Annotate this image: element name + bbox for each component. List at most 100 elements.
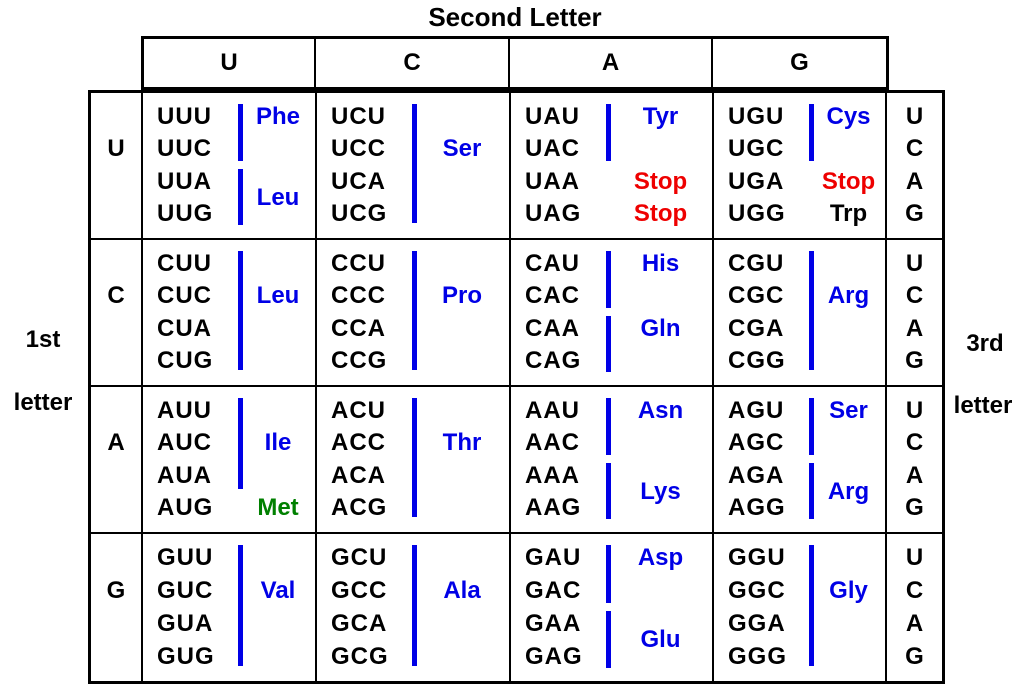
first-letter: A — [107, 429, 125, 457]
amino-acid-label: Asp — [637, 544, 684, 572]
first-letter-axis-label-2: letter — [13, 389, 73, 416]
codon-cell-cg: CGU CGC CGA CGG Arg — [714, 240, 887, 385]
codon: CGG — [728, 346, 786, 374]
third-letter: G — [905, 642, 924, 670]
amino-group-bar — [411, 398, 417, 517]
codon: CAU — [525, 250, 580, 278]
column-header-u: U — [144, 39, 316, 87]
third-letter-cell: U C A G — [887, 534, 942, 681]
codon: AUA — [157, 461, 212, 489]
amino-group-bar — [605, 398, 611, 455]
codon: GCG — [331, 642, 389, 670]
amino-acid-label: Leu — [256, 183, 300, 211]
table-row-a: A AUU AUC AUA AUG Ile Met ACU ACC ACA AC… — [91, 387, 942, 534]
amino-group-bar — [237, 251, 243, 370]
third-letter: A — [905, 167, 924, 195]
codon: ACU — [331, 397, 386, 425]
first-letter-cell: U — [91, 93, 143, 238]
codon-cell-ug: UGU UGC UGA UGG Cys Stop Trp — [714, 93, 887, 238]
codon: AUU — [157, 397, 212, 425]
codon-cell-cc: CCU CCC CCA CCG Pro — [317, 240, 511, 385]
codon: AAG — [525, 493, 582, 521]
codon: GUG — [157, 642, 215, 670]
third-letter: G — [905, 346, 924, 374]
codon: GAU — [525, 544, 582, 572]
amino-group-bar — [605, 610, 611, 668]
third-letter-axis-label: 3rd — [966, 330, 1004, 357]
codon: CCA — [331, 314, 386, 342]
codon: GGG — [728, 642, 788, 670]
third-letter: G — [905, 199, 924, 227]
codon-cell-ua: UAU UAC UAA UAG Tyr Stop Stop — [511, 93, 714, 238]
amino-acid-label: Lys — [640, 477, 681, 505]
third-letter: A — [905, 461, 924, 489]
amino-acid-label: Arg — [827, 477, 870, 505]
codon-cell-gg: GGU GGC GGA GGG Gly — [714, 534, 887, 681]
codon: CUA — [157, 314, 212, 342]
amino-acid-label: Ser — [829, 397, 868, 425]
table-row-c: C CUU CUC CUA CUG Leu CCU CCC CCA CCG Pr… — [91, 240, 942, 387]
amino-acid-label: Glu — [640, 626, 681, 654]
codon: AGU — [728, 397, 785, 425]
codon: AAA — [525, 461, 580, 489]
codon: CGC — [728, 282, 785, 310]
codon: UUU — [157, 103, 212, 131]
table-row-u: U UUU UUC UUA UUG Phe Leu UCU UCC UCA UC… — [91, 93, 942, 240]
third-letter: U — [905, 397, 924, 425]
amino-group-bar — [808, 462, 814, 519]
codon: GCA — [331, 609, 388, 637]
amino-group-bar — [411, 104, 417, 223]
amino-acid-label: Pro — [441, 282, 482, 310]
codon: UCU — [331, 103, 386, 131]
codon: UCG — [331, 199, 388, 227]
amino-group-bar — [411, 545, 417, 666]
third-letter: C — [905, 429, 924, 457]
amino-acid-label: Ile — [264, 429, 292, 457]
amino-group-bar — [605, 545, 611, 603]
column-header-c: C — [316, 39, 510, 87]
codon: CUU — [157, 250, 212, 278]
amino-acid-label: Ser — [442, 135, 482, 163]
codon: UGG — [728, 199, 786, 227]
codon: CGU — [728, 250, 785, 278]
first-letter: U — [107, 135, 125, 163]
first-letter-axis-label: 1st — [25, 326, 61, 353]
codon: GUC — [157, 577, 214, 605]
third-letter-cell: U C A G — [887, 387, 942, 532]
amino-acid-label: Phe — [255, 103, 300, 131]
amino-group-bar — [237, 168, 243, 225]
second-letter-title: Second Letter — [428, 2, 602, 32]
amino-acid-label: Trp — [829, 199, 868, 227]
codon: AGC — [728, 429, 785, 457]
codon-cell-ga: GAU GAC GAA GAG Asp Glu — [511, 534, 714, 681]
codon: UCA — [331, 167, 386, 195]
amino-group-bar — [808, 545, 814, 666]
codon-cell-uu: UUU UUC UUA UUG Phe Leu — [143, 93, 317, 238]
codon: ACG — [331, 493, 388, 521]
codon: GAC — [525, 577, 582, 605]
codon-cell-gc: GCU GCC GCA GCG Ala — [317, 534, 511, 681]
third-letter: C — [905, 135, 924, 163]
third-letter: U — [905, 544, 924, 572]
third-letter: U — [905, 103, 924, 131]
stop-label: Stop — [633, 167, 688, 195]
codon: GGC — [728, 577, 786, 605]
codon: GCC — [331, 577, 388, 605]
second-letter-header-row: U C A G — [141, 36, 889, 90]
codon-cell-au: AUU AUC AUA AUG Ile Met — [143, 387, 317, 532]
codon-grid: U UUU UUC UUA UUG Phe Leu UCU UCC UCA UC… — [88, 90, 945, 684]
amino-group-bar — [237, 398, 243, 489]
third-letter-cell: U C A G — [887, 93, 942, 238]
amino-group-bar — [808, 398, 814, 455]
codon: ACA — [331, 461, 386, 489]
amino-acid-label: Cys — [826, 103, 871, 131]
amino-acid-label: Val — [260, 577, 296, 605]
codon-cell-ag: AGU AGC AGA AGG Ser Arg — [714, 387, 887, 532]
first-letter-cell: A — [91, 387, 143, 532]
first-letter: G — [106, 577, 126, 605]
codon: CCU — [331, 250, 386, 278]
codon: UGC — [728, 135, 785, 163]
codon: UGA — [728, 167, 785, 195]
codon: UUA — [157, 167, 212, 195]
